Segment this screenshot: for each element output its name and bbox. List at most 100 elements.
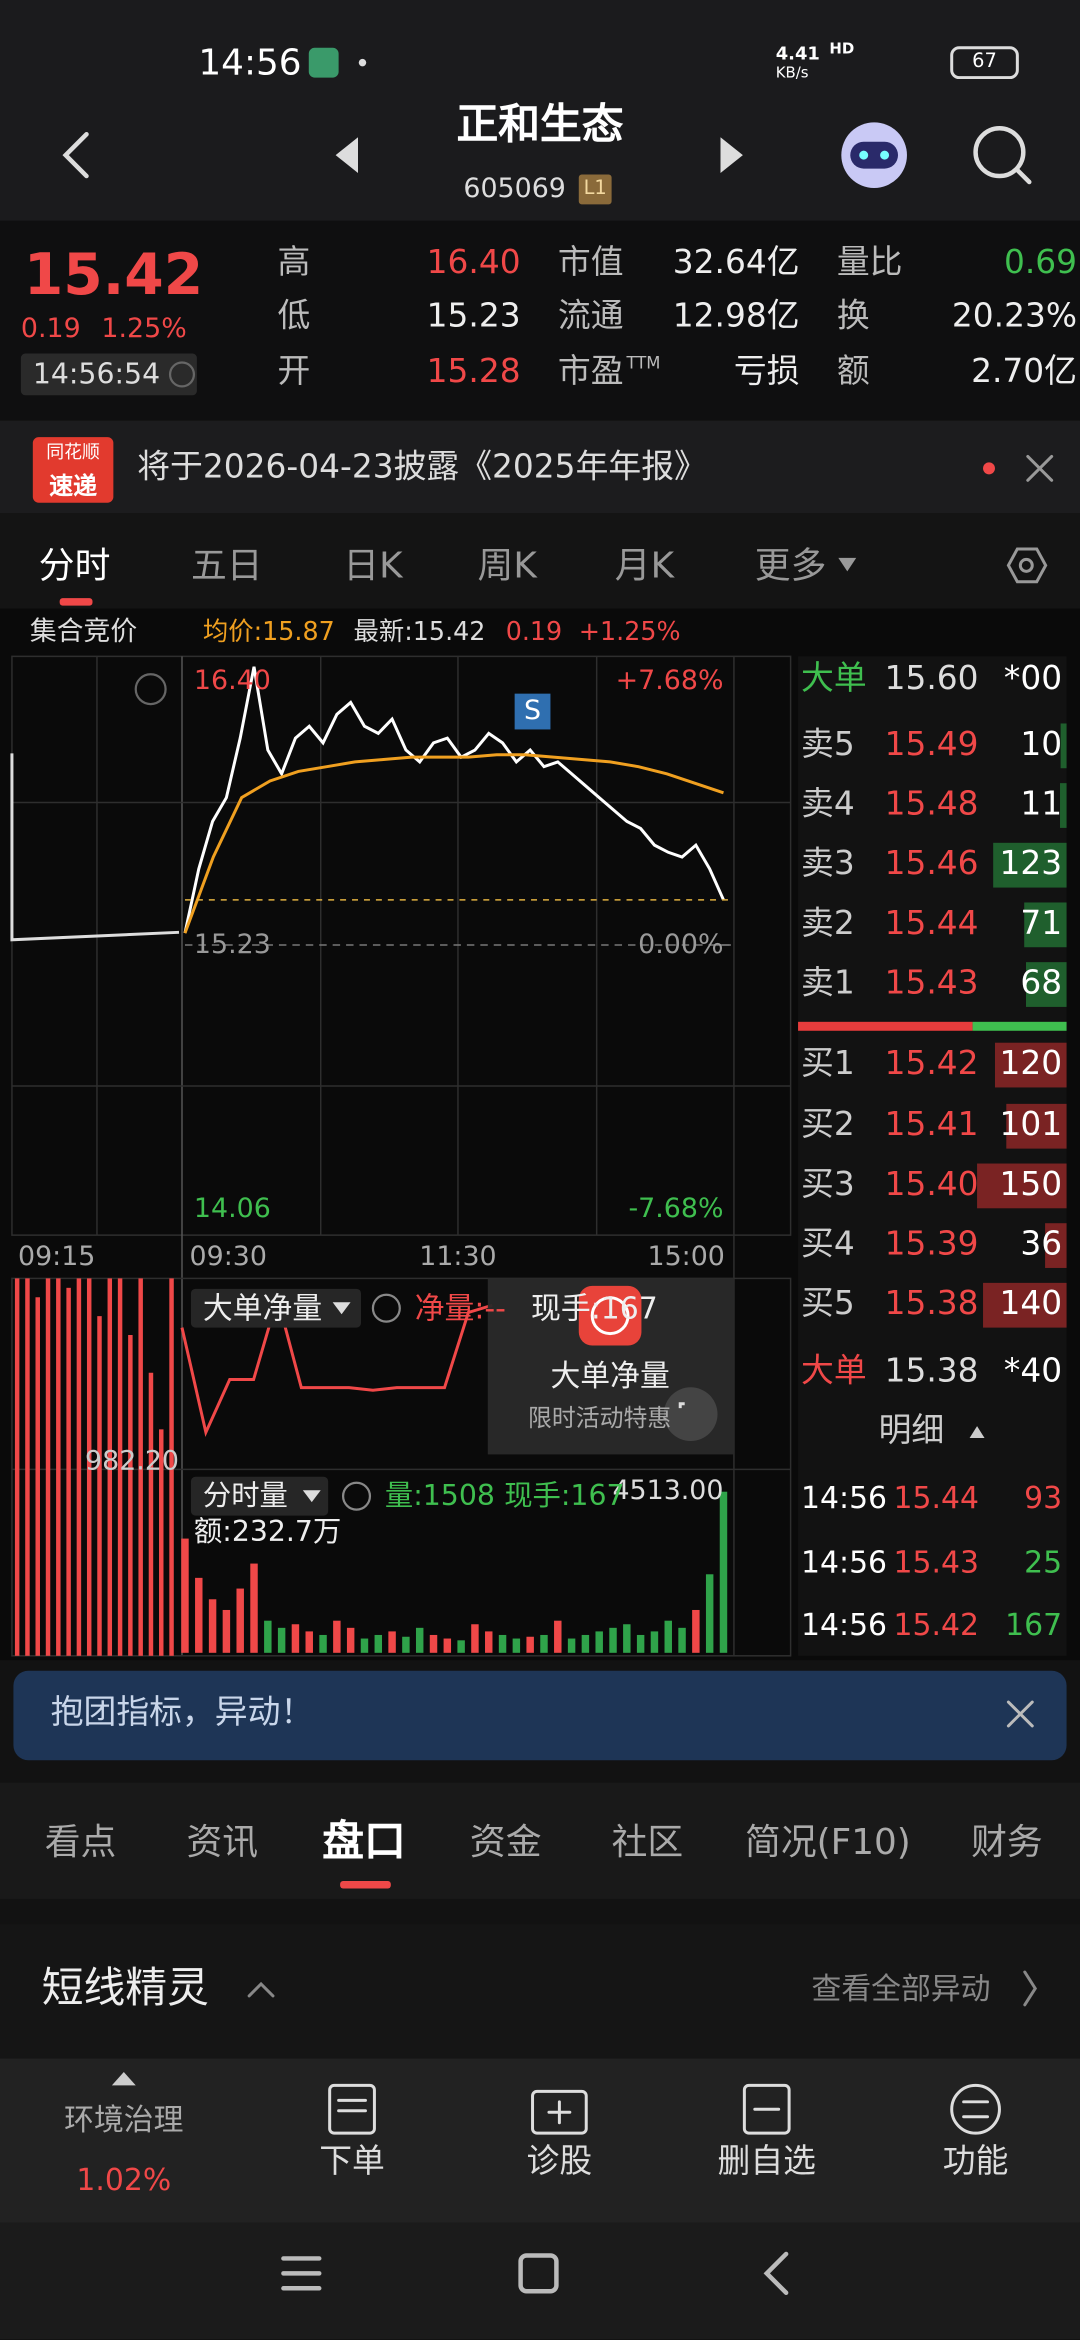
quote-time: 14:56:54 [32,357,161,391]
label: KB/s [775,65,809,83]
book-volume: 150 [999,1166,1063,1204]
section-link[interactable]: 查看全部异动 [811,1970,991,2007]
big-order-price: 15.38 [884,1352,979,1390]
volume-bar [692,1609,700,1653]
popup-title[interactable]: 大单净量 [550,1357,670,1394]
chart-tab[interactable]: 周K [477,543,537,586]
book-price: 15.49 [884,726,979,764]
arrows [20,46,1067,2086]
settings-icon[interactable] [1006,547,1048,584]
book-price: 15.48 [884,785,979,824]
chart-tab[interactable]: 五日 [190,543,263,586]
book-price: 15.46 [884,845,979,883]
stat-label: 量比 [836,244,903,282]
detail-title[interactable]: 明细 [878,1412,945,1450]
volume-bar [429,1634,438,1653]
nav-item[interactable]: 功能 [942,2143,1009,2181]
banner-bg[interactable] [13,1670,1067,1761]
panel-title[interactable]: 大单净量 [202,1290,323,1327]
volume-bar [443,1638,452,1653]
remove-icon[interactable] [742,2083,791,2135]
book-volume-bar [1045,1223,1067,1268]
tab[interactable]: 资金 [469,1820,542,1863]
next-stock[interactable] [720,137,743,174]
sector-name[interactable]: 环境治理 [64,2101,184,2138]
volume-bar [222,1609,231,1653]
expand-button[interactable] [663,1387,718,1441]
tab[interactable]: 简况(F10) [745,1820,911,1863]
book-volume-bar [1024,902,1067,948]
detail-price: 15.43 [893,1543,979,1580]
stat-label: 额 [836,353,870,391]
nav-item[interactable]: 下单 [319,2143,385,2181]
battery: 67 [972,50,997,74]
volume-bar [526,1636,534,1653]
back-icon[interactable] [62,132,89,179]
function-icon[interactable] [950,2083,1001,2135]
stat-label: 高 [277,244,311,282]
notice-text[interactable]: 将于2026-04-23披露《2025年年报》 [137,448,707,486]
signal-marker [514,693,551,730]
auction-bar [35,1297,40,1656]
prev-stock[interactable] [335,137,359,174]
volume-bar [402,1636,410,1653]
volume-bar [333,1620,341,1653]
detail-volume: 167 [1005,1606,1063,1643]
tab[interactable]: 社区 [611,1820,684,1863]
volume-bar [250,1563,258,1653]
detail-price: 15.42 [893,1606,979,1643]
big-order-label: 大单 [801,660,867,698]
x-tick-label: 09:30 [189,1241,267,1273]
x-tick-label: 15:00 [647,1241,725,1273]
popup-subtitle: 限时活动特惠 [528,1404,672,1433]
tab[interactable]: 看点 [44,1820,117,1863]
chart-tab[interactable]: 月K [614,543,675,586]
book-volume-bar [994,1042,1067,1088]
diagnose-icon[interactable] [531,2089,588,2135]
book-label: 卖5 [801,726,855,764]
y2-tick-label: 0.00% [638,928,724,961]
book-volume: 101 [999,1106,1063,1144]
volume-bar [195,1577,203,1653]
chart-tab[interactable]: 日K [343,543,403,586]
tab[interactable]: 财务 [971,1820,1043,1863]
tab[interactable]: 资讯 [186,1820,259,1863]
volume-bar [388,1631,396,1653]
volume-bar [498,1634,507,1653]
nav-item[interactable]: 诊股 [526,2143,593,2181]
volume-bar [277,1627,286,1653]
nav-item[interactable]: 删自选 [717,2143,816,2181]
level-badge: L1 [583,177,607,201]
panel-title[interactable]: 分时量 [202,1479,288,1512]
x-tick-label: 09:15 [17,1241,96,1273]
change: 0.19 [505,617,563,648]
order-icon[interactable] [328,2083,376,2135]
tab[interactable]: 盘口 [322,1817,406,1867]
search-icon[interactable] [973,126,1026,179]
book-volume: 10 [1020,726,1063,764]
book-price: 15.39 [884,1225,979,1264]
volume-bar [415,1627,424,1653]
auction-bar [128,1335,133,1656]
chart-tab[interactable]: 更多 [754,543,827,586]
expand-icon [678,1402,685,1409]
book-label: 卖2 [801,905,855,943]
chart-grid [10,655,792,1657]
stat-value: 16.40 [426,244,521,282]
volume-bar [319,1634,327,1653]
change: 0.19 [20,313,81,345]
chart-tab[interactable]: 分时 [38,543,111,586]
auction-bar [138,1278,143,1656]
book-bg [798,656,1067,1656]
auction-bar [45,1278,51,1656]
book-label: 买4 [801,1225,855,1264]
volume-bar [485,1631,493,1653]
notice-badge [32,437,114,503]
stat-value: 2.70亿 [971,353,1078,391]
volume-bar [512,1638,521,1653]
banner-text[interactable]: 抱团指标，异动！ [50,1694,314,1732]
tabs2-bg [0,1782,1080,1899]
book-label: 卖4 [801,785,855,824]
volume-tick: 4513.00 [612,1475,724,1507]
